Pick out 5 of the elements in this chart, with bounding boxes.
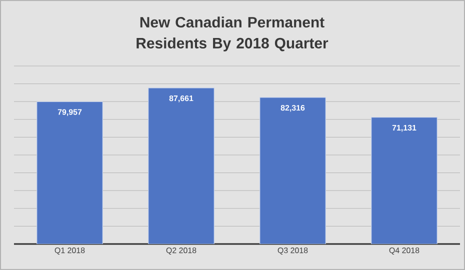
chart-title: New Canadian Permanent Residents By 2018 Quarter <box>136 16 328 52</box>
bar <box>260 97 326 244</box>
bar <box>148 88 214 244</box>
bar <box>36 101 103 244</box>
bar <box>371 117 438 244</box>
